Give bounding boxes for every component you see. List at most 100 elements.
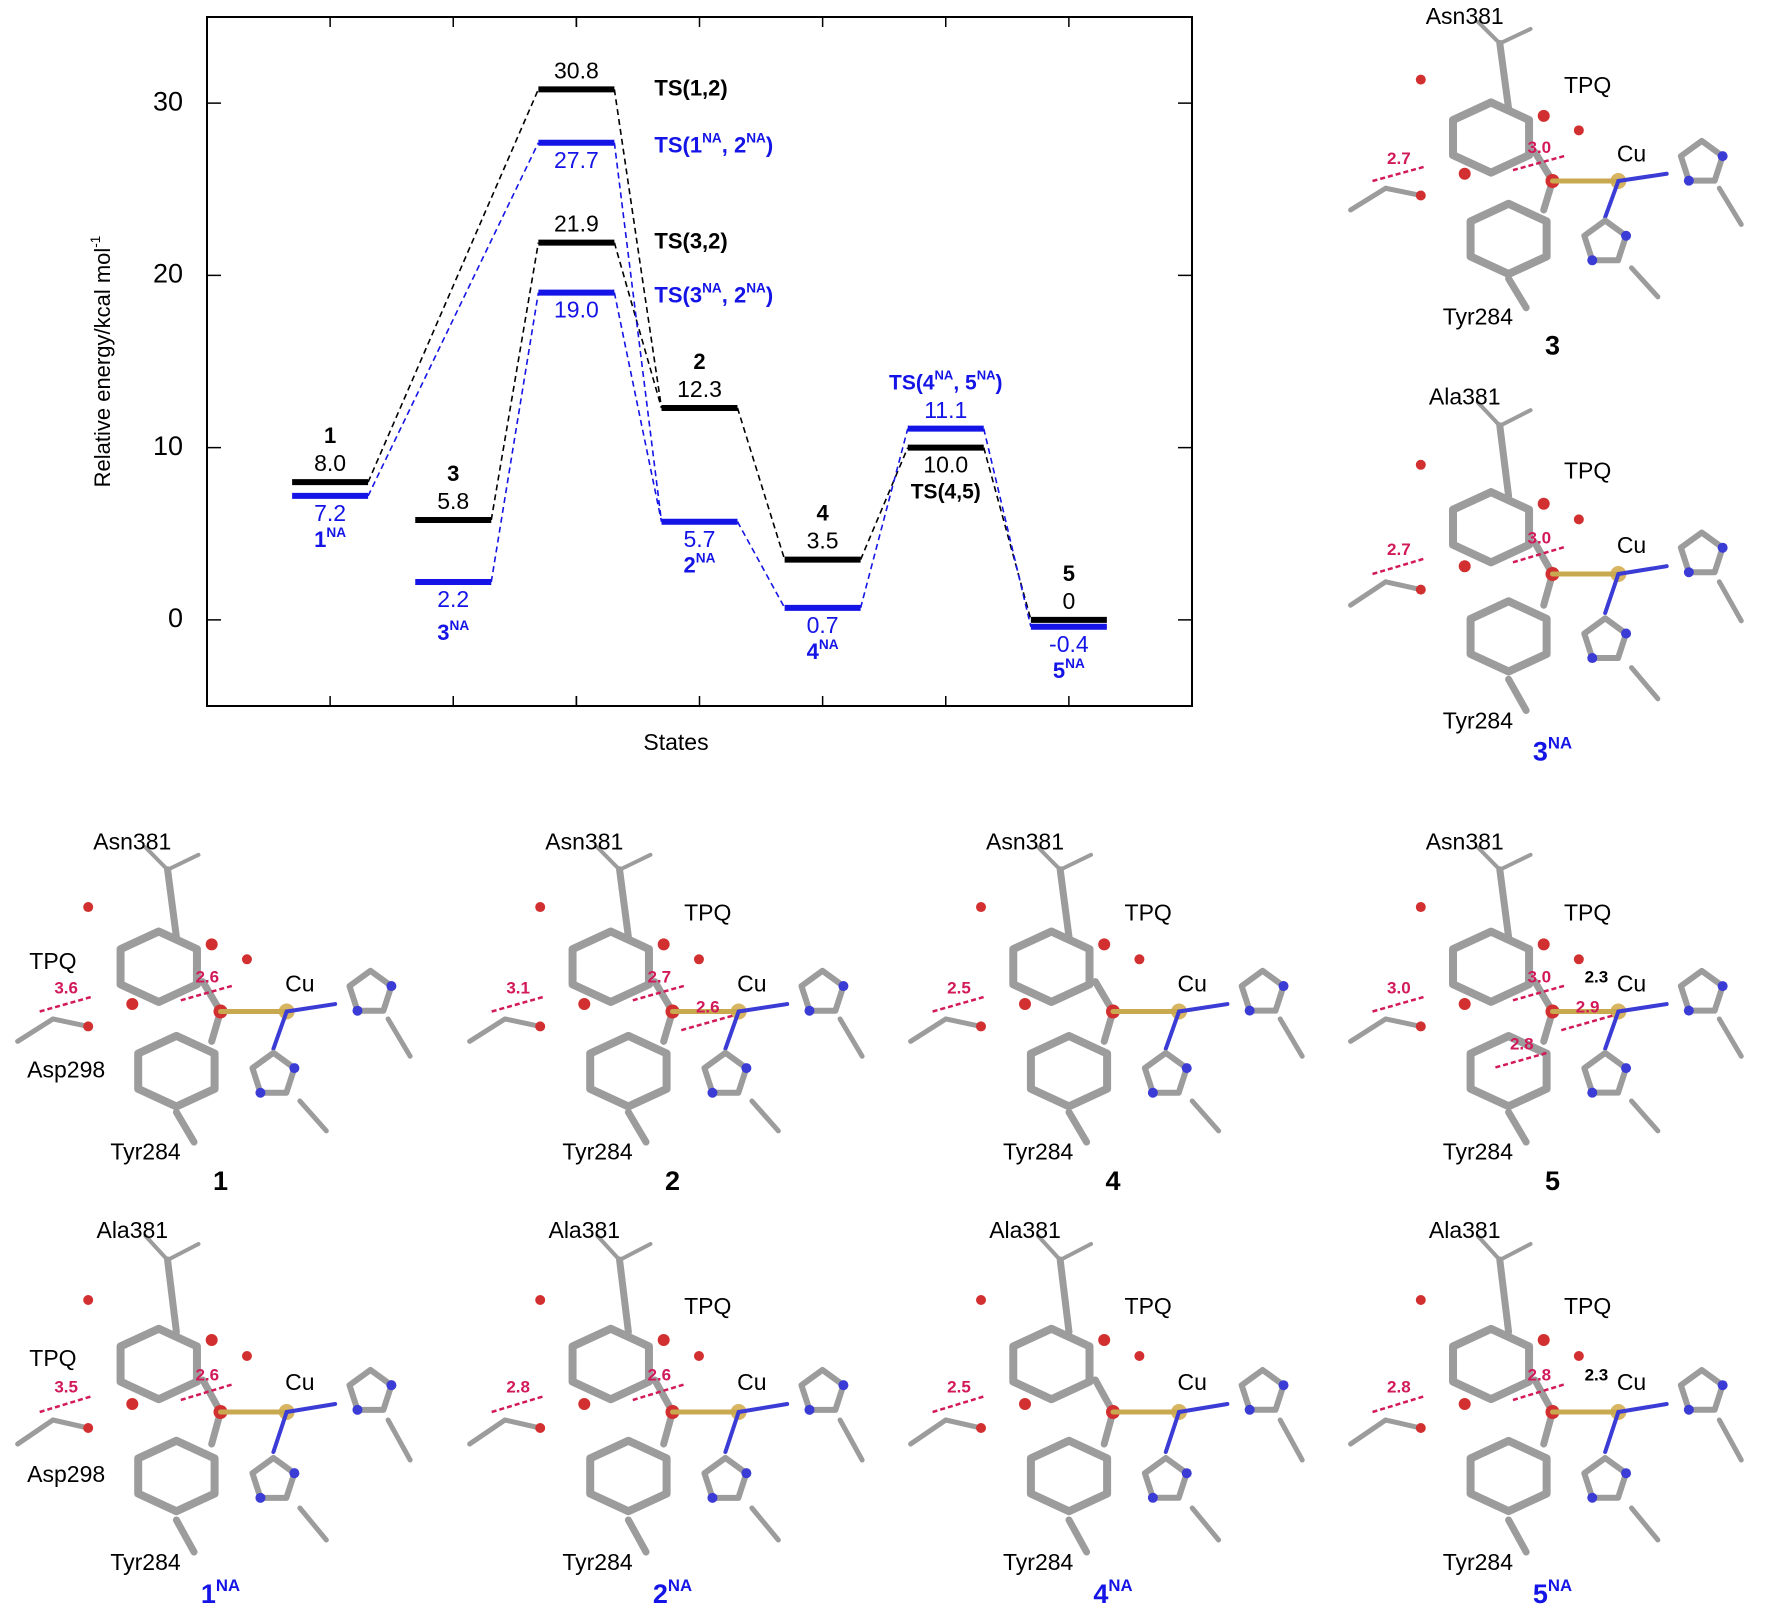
- bond: [595, 1234, 622, 1262]
- nitrogen: [838, 1380, 849, 1391]
- bond: [1497, 26, 1533, 46]
- oxygen: [578, 1398, 591, 1410]
- ring: [1581, 615, 1630, 662]
- value-label: 8.0: [314, 450, 346, 476]
- tyr-label: Tyr284: [1443, 707, 1514, 733]
- panel-caption: 5NA: [1533, 1576, 1572, 1609]
- state-label: 5: [1063, 561, 1075, 586]
- state-label-part: TS(4,5): [911, 480, 981, 503]
- state-label-part: 4: [807, 639, 820, 664]
- panel-caption-part: NA: [668, 1576, 692, 1595]
- distance-label: 2.7: [1387, 149, 1411, 168]
- value-label: 27.7: [554, 147, 599, 173]
- nitrogen: [1683, 175, 1694, 186]
- oxygen: [1098, 1334, 1111, 1346]
- connector: [859, 447, 909, 560]
- water: [83, 1295, 94, 1305]
- panel-caption: 4NA: [1093, 1576, 1132, 1609]
- oxygen: [1019, 998, 1031, 1011]
- water: [1134, 1351, 1145, 1361]
- nitrogen: [1587, 1087, 1598, 1098]
- water: [976, 1295, 986, 1305]
- panel-caption: 2: [665, 1166, 680, 1196]
- bond: [1475, 400, 1502, 428]
- residue-label: Asn381: [93, 829, 171, 855]
- distance-label: 2.8: [1510, 1035, 1534, 1054]
- bond: [1629, 1505, 1661, 1543]
- nitrogen: [1717, 981, 1728, 992]
- state-label-part: TS(3,2): [654, 228, 727, 253]
- value-label: 10.0: [923, 452, 968, 478]
- h-bond: [180, 1382, 235, 1402]
- ring: [346, 967, 395, 1014]
- value-label: 11.1: [924, 397, 967, 423]
- bond: [1383, 185, 1424, 198]
- water: [976, 902, 986, 913]
- h-bond: [632, 984, 687, 1002]
- nitrogen: [1278, 1380, 1289, 1391]
- state-label-part: 1: [314, 527, 326, 552]
- state-label: TS(1NA, 2NA): [654, 131, 773, 158]
- oxygen: [1537, 1334, 1550, 1346]
- tpq-label: TPQ: [1125, 900, 1172, 926]
- distance-label: 2.8: [1387, 1377, 1411, 1396]
- bond: [1603, 572, 1621, 615]
- water: [83, 902, 94, 913]
- ring: [1238, 1367, 1287, 1413]
- bond: [1497, 408, 1533, 428]
- cu-label: Cu: [1617, 970, 1646, 996]
- bond: [1603, 179, 1621, 220]
- bond: [502, 1417, 543, 1431]
- ring: [1449, 98, 1534, 177]
- ring: [1466, 1032, 1551, 1111]
- state-label-part: TS(1: [654, 133, 702, 158]
- panel-caption: 5: [1545, 1166, 1560, 1196]
- h-bond: [1372, 557, 1426, 576]
- bond: [502, 1016, 543, 1029]
- h-bond: [491, 995, 545, 1013]
- state-label: TS(4NA, 5NA): [889, 368, 1003, 395]
- oxygen: [205, 938, 218, 951]
- residue-label: Ala381: [96, 1217, 168, 1243]
- oxygen: [1415, 1021, 1426, 1032]
- state-label-part: TS(1,2): [654, 75, 727, 100]
- value-label: 7.2: [314, 500, 346, 526]
- water: [535, 902, 546, 913]
- panel-caption-part: 3: [1533, 737, 1548, 767]
- state-label: 4NA: [807, 637, 839, 664]
- bond: [943, 1417, 984, 1431]
- bond: [943, 1016, 984, 1029]
- panel-caption-part: 1: [201, 1579, 216, 1609]
- bond: [1603, 1410, 1621, 1454]
- x-axis-label: States: [643, 729, 708, 755]
- ring: [568, 1324, 653, 1404]
- bond: [616, 1256, 632, 1336]
- cu-label: Cu: [1177, 970, 1206, 996]
- state-label-part: 3: [447, 461, 459, 486]
- state-label-part: TS(4: [889, 371, 935, 394]
- h-bond: [39, 1394, 93, 1414]
- connector: [859, 428, 909, 609]
- value-label: 5.7: [684, 526, 716, 552]
- value-label: 30.8: [554, 57, 599, 83]
- bond: [1277, 1417, 1305, 1463]
- state-label-part: NA: [696, 551, 716, 566]
- h-bond: [932, 1394, 986, 1414]
- ring: [1141, 1049, 1190, 1096]
- bond: [165, 852, 201, 872]
- nitrogen: [1621, 1063, 1632, 1074]
- nitrogen: [1147, 1087, 1158, 1098]
- nitrogen: [1621, 1468, 1632, 1479]
- panel-caption-part: 4: [1093, 1579, 1108, 1609]
- value-label: 12.3: [677, 376, 722, 402]
- bond: [1496, 1256, 1513, 1336]
- tyr-label: Tyr284: [562, 1138, 633, 1164]
- nitrogen: [741, 1468, 752, 1479]
- tpq-label: TPQ: [1564, 72, 1611, 98]
- h-bond: [1512, 1382, 1567, 1402]
- ring: [568, 927, 653, 1007]
- panel-caption-part: 2: [653, 1579, 668, 1609]
- state-label-part: NA: [746, 131, 766, 146]
- bond: [1505, 675, 1530, 714]
- oxygen: [126, 998, 139, 1011]
